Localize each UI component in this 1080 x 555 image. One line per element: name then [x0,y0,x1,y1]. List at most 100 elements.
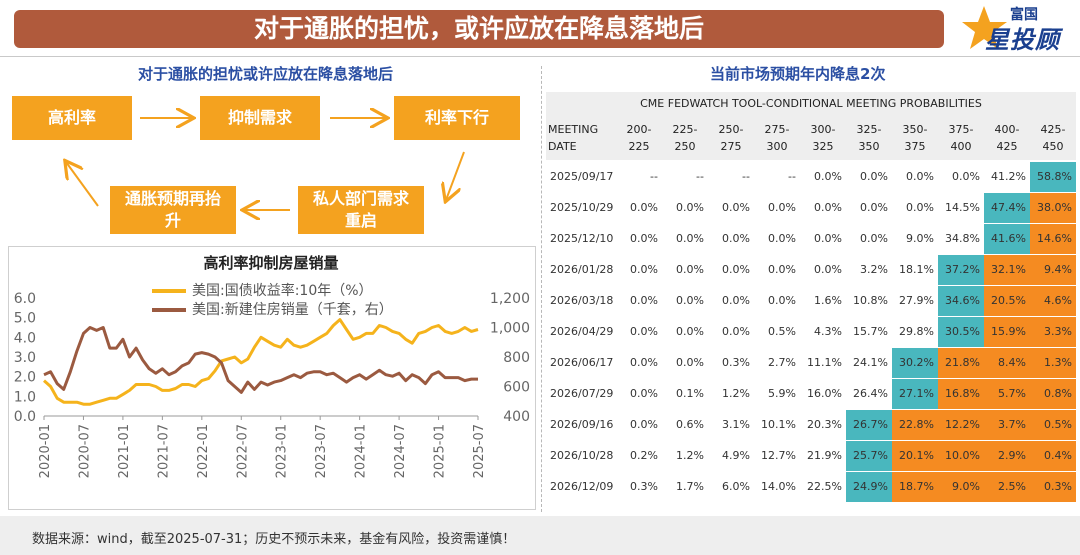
probability-cell: 0.0% [676,294,704,307]
probability-cell: -- [650,170,658,183]
probability-cell: 34.8% [945,232,980,245]
probability-cell: 0.0% [722,201,750,214]
probability-cell: 30.5% [938,317,984,347]
yield-series-line [43,318,479,406]
probability-cell: 0.0% [860,232,888,245]
probability-cell: 11.1% [807,356,842,369]
flow-box-rate-decline: 利率下行 [394,96,520,140]
probability-cell: 2.5% [984,472,1030,502]
left-axis-tick-label: 2.0 [14,370,36,386]
probability-cell: 37.2% [938,255,984,285]
right-panel-title: 当前市场预期年内降息2次 [710,65,886,83]
probability-cell: 25.7% [846,441,892,471]
rate-column-header: 275- 300 [764,123,790,153]
rate-column-header: 400- 425 [994,123,1020,153]
probability-cell: 0.0% [676,356,704,369]
header-divider [0,56,1080,57]
probability-cell: 9.0% [906,232,934,245]
left-axis-tick-label: 4.0 [14,330,36,346]
footer-source-note: 数据来源：wind，截至2025-07-31；历史不预示未来，基金有风险，投资需… [32,532,516,547]
x-axis-tick-label: 2023-07 [314,424,329,478]
right-axis-tick-label: 600 [503,380,530,396]
probability-cell: 3.7% [984,410,1030,440]
probability-cell: 34.6% [938,286,984,316]
x-axis-tick-label: 2024-01 [354,424,369,478]
probability-cell: 0.0% [630,294,658,307]
meeting-date-cell: 2026/03/18 [550,294,614,307]
probability-cell: 0.0% [952,170,980,183]
probability-cell: 9.0% [938,472,984,502]
left-axis-tick-label: 6.0 [14,291,36,307]
probability-cell: 0.3% [1030,472,1076,502]
probability-cell: 32.1% [984,255,1030,285]
probability-cell: 3.1% [722,418,750,431]
probability-cell: 27.9% [899,294,934,307]
left-axis-tick-label: 5.0 [14,311,36,327]
meeting-date-cell: 2026/01/28 [550,263,614,276]
probability-cell: 14.6% [1030,224,1076,254]
probability-cell: 0.0% [814,201,842,214]
probability-cell: -- [696,170,704,183]
probability-cell: 0.3% [722,356,750,369]
logo-main-text: 星投顾 [985,26,1060,54]
probability-cell: 0.2% [630,449,658,462]
legend-yield-label: 美国:国债收益率:10年（%） [192,283,373,299]
chart-title: 高利率抑制房屋销量 [203,254,339,272]
probability-cell: 0.8% [1030,379,1076,409]
probability-cell: 0.1% [676,387,704,400]
probability-cell: 12.2% [938,410,984,440]
probability-cell: 3.2% [860,263,888,276]
meeting-date-cell: 2025/10/29 [550,201,614,214]
probability-cell: 2.7% [768,356,796,369]
probability-cell: 0.0% [630,325,658,338]
probability-cell: 4.9% [722,449,750,462]
x-axis-tick-label: 2021-07 [156,424,171,478]
left-axis-tick-label: 0.0 [14,409,36,425]
x-axis-tick-label: 2023-01 [275,424,290,478]
left-panel-title: 对于通胀的担忧或许应放在降息落地后 [138,65,394,83]
probability-cell: 8.4% [984,348,1030,378]
probability-cell: 10.1% [761,418,796,431]
probability-cell: 0.0% [860,201,888,214]
probability-cell: 0.0% [860,170,888,183]
meeting-date-cell: 2026/09/16 [550,418,614,431]
probability-cell: 0.0% [814,170,842,183]
panel-divider [541,66,542,512]
probability-cell: 3.3% [1030,317,1076,347]
rate-column-header: 250- 275 [718,123,744,153]
logo-top-text: 富国 [1010,7,1038,23]
probability-cell: 0.0% [768,232,796,245]
probability-cell: 26.4% [853,387,888,400]
meeting-date-cell: 2026/04/29 [550,325,614,338]
flow-arrow-5 [66,162,99,207]
probability-cell: 30.2% [892,348,938,378]
probability-cell: 27.1% [892,379,938,409]
banner-title: 对于通胀的担忧，或许应放在降息落地后 [14,10,944,48]
probability-cell: 58.8% [1030,162,1076,192]
right-axis-tick-label: 800 [503,350,530,366]
probability-cell: 0.6% [676,418,704,431]
meeting-date-cell: 2025/12/10 [550,232,614,245]
star-logo-icon [962,6,1007,49]
probability-cell: 0.0% [768,294,796,307]
probability-cell: 14.0% [761,480,796,493]
meeting-date-cell: 2026/10/28 [550,449,614,462]
probability-cell: 18.7% [892,472,938,502]
legend-yield-swatch [152,289,186,293]
legend-yield: 美国:国债收益率:10年（%） [152,280,373,300]
probability-cell: 1.2% [676,449,704,462]
legend-sales-swatch [152,308,186,312]
probability-cell: 0.0% [814,232,842,245]
probability-cell: 1.7% [676,480,704,493]
right-axis-tick-label: 1,000 [490,321,530,337]
probability-cell: 0.3% [630,480,658,493]
probability-cell: 6.0% [722,480,750,493]
rate-column-header: 300- 325 [810,123,836,153]
probability-cell: 47.4% [984,193,1030,223]
rate-column-header: 425- 450 [1040,123,1066,153]
probability-cell: 24.1% [853,356,888,369]
flow-arrow-3 [446,151,465,200]
probability-cell: 0.0% [676,201,704,214]
probability-cell: 0.0% [676,232,704,245]
x-axis-tick-label: 2025-07 [472,424,487,478]
